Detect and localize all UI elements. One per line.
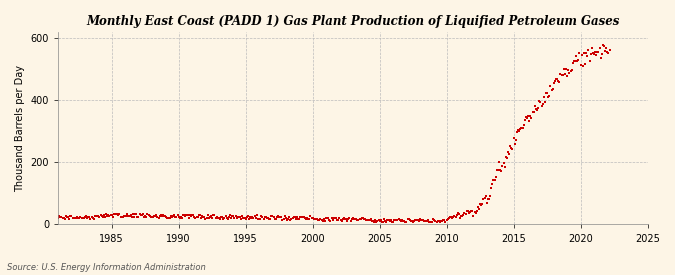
Y-axis label: Thousand Barrels per Day: Thousand Barrels per Day [15, 65, 25, 192]
Text: Source: U.S. Energy Information Administration: Source: U.S. Energy Information Administ… [7, 263, 205, 272]
Title: Monthly East Coast (PADD 1) Gas Plant Production of Liquified Petroleum Gases: Monthly East Coast (PADD 1) Gas Plant Pr… [86, 15, 620, 28]
